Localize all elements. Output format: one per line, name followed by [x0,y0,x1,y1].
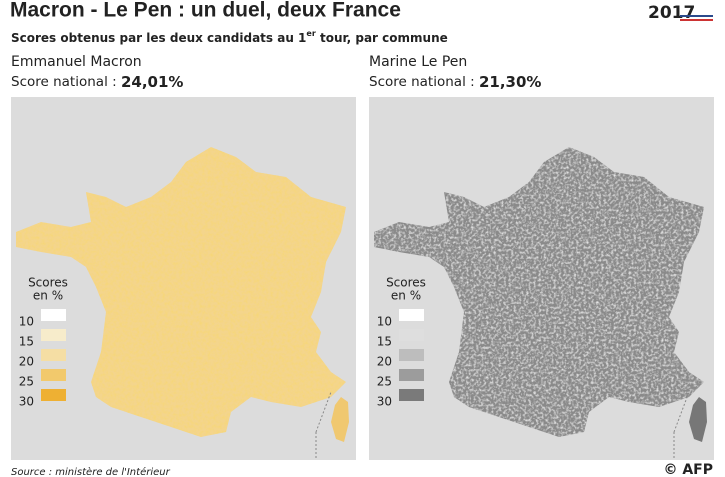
legend-swatch [399,329,424,341]
score-national: Score national : 24,01% [11,73,183,91]
legend-swatch [41,349,66,361]
legend-tick: 10 [377,315,392,329]
legend-swatch [399,389,424,401]
score-national: Score national : 21,30% [369,73,541,91]
credit: © AFP [663,462,713,477]
source: Source : ministère de l'Intérieur [11,466,171,477]
legend-tick: 30 [19,395,34,409]
legend-title: en % [391,289,421,303]
legend-title: en % [33,289,63,303]
panel: Marine Le Pen Score national : 21,30% Sc… [369,54,714,460]
candidate-name: Marine Le Pen [369,54,467,70]
legend-tick: 15 [19,335,34,349]
legend-swatch [399,369,424,381]
legend-title: Scores [386,276,426,290]
legend-tick: 15 [377,335,392,349]
inset-line [315,391,332,459]
legend-swatch [41,389,66,401]
legend-tick: 20 [19,355,34,369]
title: Macron - Le Pen : un duel, deux France [10,0,401,22]
legend-swatch [41,369,66,381]
inset-line [673,391,690,459]
legend-swatch [399,349,424,361]
legend-tick: 10 [19,315,34,329]
subtitle: Scores obtenus par les deux candidats au… [11,29,448,45]
legend-tick: 25 [19,375,34,389]
legend-swatch [399,309,424,321]
legend-tick: 30 [377,395,392,409]
legend-title: Scores [28,276,68,290]
panel: Emmanuel Macron Score national : 24,01% … [11,54,356,460]
legend-tick: 25 [377,375,392,389]
legend-swatch [41,309,66,321]
legend-swatch [41,329,66,341]
legend-tick: 20 [377,355,392,369]
candidate-name: Emmanuel Macron [11,54,142,70]
logo-year: 2017 [648,3,695,23]
